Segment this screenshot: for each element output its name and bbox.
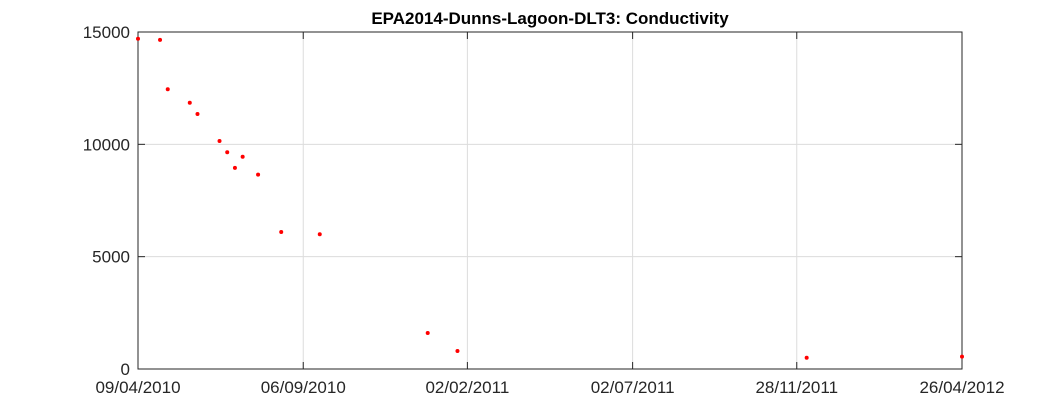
y-tick-label: 15000 [83, 23, 130, 42]
x-tick-label: 26/04/2012 [919, 378, 1004, 397]
x-tick-label: 02/07/2011 [591, 378, 675, 397]
x-tick-label: 28/11/2011 [755, 378, 838, 397]
data-point [240, 154, 245, 159]
data-point [165, 87, 170, 92]
x-tick-label: 09/04/2010 [95, 378, 180, 397]
data-point [187, 100, 192, 105]
axis-ticks: 09/04/2010 06/09/2010 02/02/2011 02/07/2011… [83, 23, 1005, 397]
y-tick-label: 10000 [83, 135, 130, 154]
data-point [195, 112, 200, 117]
data-points [136, 36, 964, 360]
data-point [158, 37, 163, 42]
data-point [960, 354, 964, 359]
data-point [136, 36, 140, 41]
data-point [232, 165, 237, 170]
data-point [256, 172, 261, 177]
chart-title: EPA2014-Dunns-Lagoon-DLT3: Conductivity [371, 9, 729, 28]
y-tick-label: 5000 [92, 248, 130, 267]
plot-area [137, 31, 963, 370]
data-point [455, 349, 460, 354]
data-point [225, 150, 230, 155]
data-point [425, 331, 430, 336]
x-tick-label: 02/02/2011 [425, 378, 509, 397]
x-tick-label: 06/09/2010 [261, 378, 346, 397]
data-point [804, 355, 809, 360]
grid-lines [137, 31, 963, 370]
y-tick-label: 0 [121, 360, 130, 379]
data-point [279, 229, 284, 234]
data-point [217, 138, 222, 143]
data-point [317, 232, 322, 237]
